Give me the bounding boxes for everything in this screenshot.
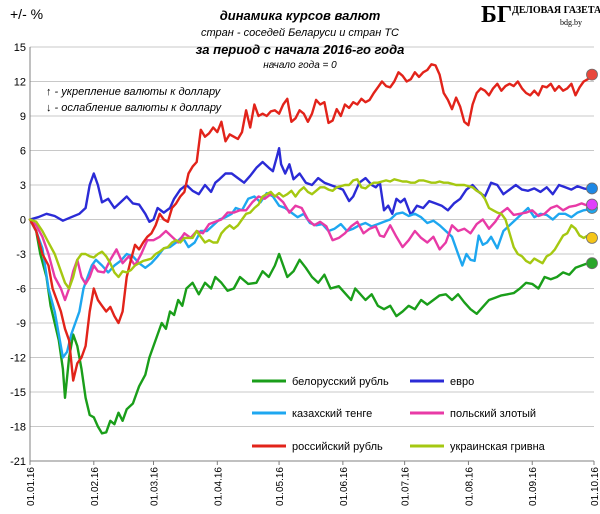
series-line-евро [28, 147, 596, 223]
series-line-российский-рубль [28, 63, 596, 382]
note-weakening: ↓ - ослабление валюты к доллару [46, 102, 223, 114]
y-tick-label: -3 [16, 249, 26, 261]
x-axis-ticks: 01.01.16 01.02.16 01.03.16 01.04.16 01.05.16… [26, 467, 600, 506]
end-markers [586, 68, 598, 270]
y-tick-label: 15 [14, 42, 26, 54]
note-strengthening: ↑ - укрепление валюты к доллару [46, 86, 222, 98]
x-tick-label: 01.01.16 [26, 467, 37, 506]
x-tick-label: 01.05.16 [275, 467, 286, 506]
legend-label-казахский-тенге: казахский тенге [292, 408, 372, 420]
y-tick-label: -18 [10, 422, 26, 434]
x-tick-label: 01.09.16 [528, 467, 539, 506]
x-tick-label: 01.07.16 [401, 467, 412, 506]
x-tick-label: 01.02.16 [90, 467, 101, 506]
x-tick-label: 01.10.16 [590, 467, 600, 506]
x-tick-label: 01.06.16 [339, 467, 350, 506]
logo-name: ДЕЛОВАЯ ГАЗЕТА [512, 5, 600, 16]
legend-label-польский-злотый: польский злотый [450, 408, 536, 420]
chart-title-line1: динамика курсов валют [220, 8, 381, 23]
legend: белорусский рубль евро казахский тенге поль… [252, 376, 546, 453]
y-tick-label: -15 [10, 387, 26, 399]
y-tick-label: -21 [10, 456, 26, 468]
x-tick-label: 01.03.16 [150, 467, 161, 506]
end-marker-российский-рубль [586, 68, 598, 81]
chart-title-line3: за период с начала 2016-го года [196, 42, 405, 57]
end-marker-украинская-гривна [586, 231, 598, 244]
legend-label-белорусский-рубль: белорусский рубль [292, 376, 389, 388]
unit-label: +/- % [10, 6, 43, 22]
chart-title-line4: начало года = 0 [263, 60, 337, 71]
x-tick-label: 01.08.16 [464, 467, 475, 506]
logo-site: bdg.by [560, 18, 582, 27]
x-tick-label: 01.04.16 [213, 467, 224, 506]
end-marker-евро [586, 182, 598, 195]
legend-label-российский-рубль: российский рубль [292, 441, 383, 453]
y-tick-label: 9 [20, 111, 26, 123]
series-lines [28, 63, 596, 435]
y-axis-ticks: 15 12 9 6 3 0 -3 -6 -9 -12 -15 -18 -21 [10, 42, 26, 468]
axes [29, 47, 595, 465]
y-tick-label: 0 [20, 215, 26, 227]
legend-label-украинская-гривна: украинская гривна [450, 441, 546, 453]
y-tick-label: -12 [10, 353, 26, 365]
logo-mark: БГ [481, 2, 512, 28]
legend-label-евро: евро [450, 376, 474, 388]
y-tick-label: -9 [16, 318, 26, 330]
series-line-белорусский-рубль [28, 218, 596, 435]
y-tick-label: -6 [16, 284, 26, 296]
end-marker-польский-злотый [586, 198, 598, 211]
chart-title-line2: стран - соседей Беларуси и стран ТС [201, 27, 399, 39]
y-tick-label: 12 [14, 77, 26, 89]
end-marker-белорусский-рубль [586, 257, 598, 270]
series-line-украинская-гривна [28, 178, 596, 290]
y-tick-label: 6 [20, 146, 26, 158]
y-tick-label: 3 [20, 180, 26, 192]
logo: БГ ДЕЛОВАЯ ГАЗЕТА bdg.by [481, 2, 600, 28]
